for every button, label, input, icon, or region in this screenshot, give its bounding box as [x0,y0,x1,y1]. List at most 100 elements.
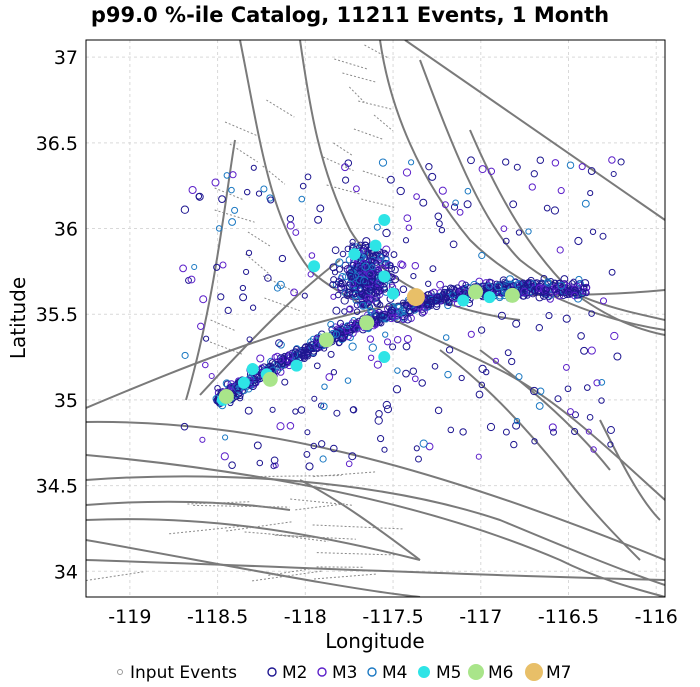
event-marker [343,326,351,334]
event-marker [239,284,247,292]
event-marker [392,385,402,394]
event-marker [260,185,268,193]
legend-label: M6 [488,663,513,683]
event-marker [365,250,372,257]
event-marker [390,251,398,259]
x-tick-label: -116 [635,606,678,628]
event-marker [475,390,484,399]
event-marker [542,286,550,295]
legend-label: M7 [546,663,571,683]
fault-line [313,573,377,580]
event-marker [467,330,475,338]
event-marker [509,200,518,209]
event-marker [273,284,282,292]
event-m5-point [308,260,321,273]
event-marker [271,353,279,361]
event-marker [520,287,529,296]
fault-line [299,479,421,561]
event-marker [346,305,354,313]
event-marker [487,167,496,175]
event-marker [298,195,306,203]
event-marker [554,395,562,403]
event-marker [382,245,391,254]
event-marker [397,309,404,316]
fault-line [247,231,272,247]
event-marker [502,428,510,436]
y-tick-labels: 34 34.5 35 35.5 36 36.5 37 [36,47,78,583]
event-marker [215,225,223,232]
x-tick-label: -118.5 [187,606,248,628]
event-m5-point [387,287,400,300]
event-marker [331,246,340,255]
event-marker [199,436,206,443]
event-marker [560,275,569,283]
fault-line [358,100,392,110]
event-marker [531,438,538,445]
event-marker [325,373,334,381]
event-marker [344,159,353,167]
event-marker [567,408,574,416]
legend-marker [117,669,123,675]
event-marker [313,362,321,370]
fault-line [86,559,665,581]
event-marker [438,226,446,234]
event-marker [379,283,388,292]
event-marker [344,377,352,384]
event-marker [348,452,357,461]
event-marker [342,328,349,336]
y-tick-label: 35 [54,390,78,412]
y-tick-label: 36.5 [36,133,78,155]
event-marker [348,342,357,351]
event-m5-point [378,351,391,364]
event-marker [228,461,236,469]
event-marker [398,261,407,269]
event-marker [530,170,538,178]
event-marker [502,237,510,245]
event-marker [275,339,283,347]
event-marker [405,224,413,231]
y-axis-label: Latitude [6,277,30,359]
event-marker [586,413,594,421]
event-marker [222,379,231,388]
event-marker [352,185,360,193]
event-marker [293,345,300,353]
event-marker [585,428,592,435]
fault-line [364,44,390,59]
event-marker [197,322,205,330]
event-m5-point [457,294,470,307]
event-marker [442,334,450,341]
fault-line [348,86,365,103]
event-marker [493,280,500,288]
event-marker [367,303,374,311]
x-axis-label: Longitude [325,629,424,653]
fault-line [268,568,312,576]
event-marker [378,158,388,167]
event-marker [581,199,590,208]
event-marker [267,196,275,204]
event-marker [406,309,414,317]
event-marker [199,295,208,304]
fault-line [326,184,361,195]
event-marker [305,462,314,471]
event-marker [440,288,449,297]
event-marker [403,214,412,223]
event-m6-point [468,284,484,300]
event-marker [187,275,196,284]
y-tick-label: 37 [54,47,78,69]
event-marker [366,335,375,343]
event-marker [220,452,229,461]
event-marker [610,331,619,341]
event-marker [373,360,382,369]
fault-line [312,524,405,530]
event-marker [519,279,528,288]
event-marker [583,384,591,391]
event-marker [467,156,475,165]
event-marker [368,295,377,304]
event-marker [369,263,376,271]
event-marker [403,315,412,324]
event-marker [358,291,366,298]
event-marker [303,450,311,458]
event-m6-point [504,287,520,303]
event-marker [492,357,499,364]
event-marker [485,278,494,286]
